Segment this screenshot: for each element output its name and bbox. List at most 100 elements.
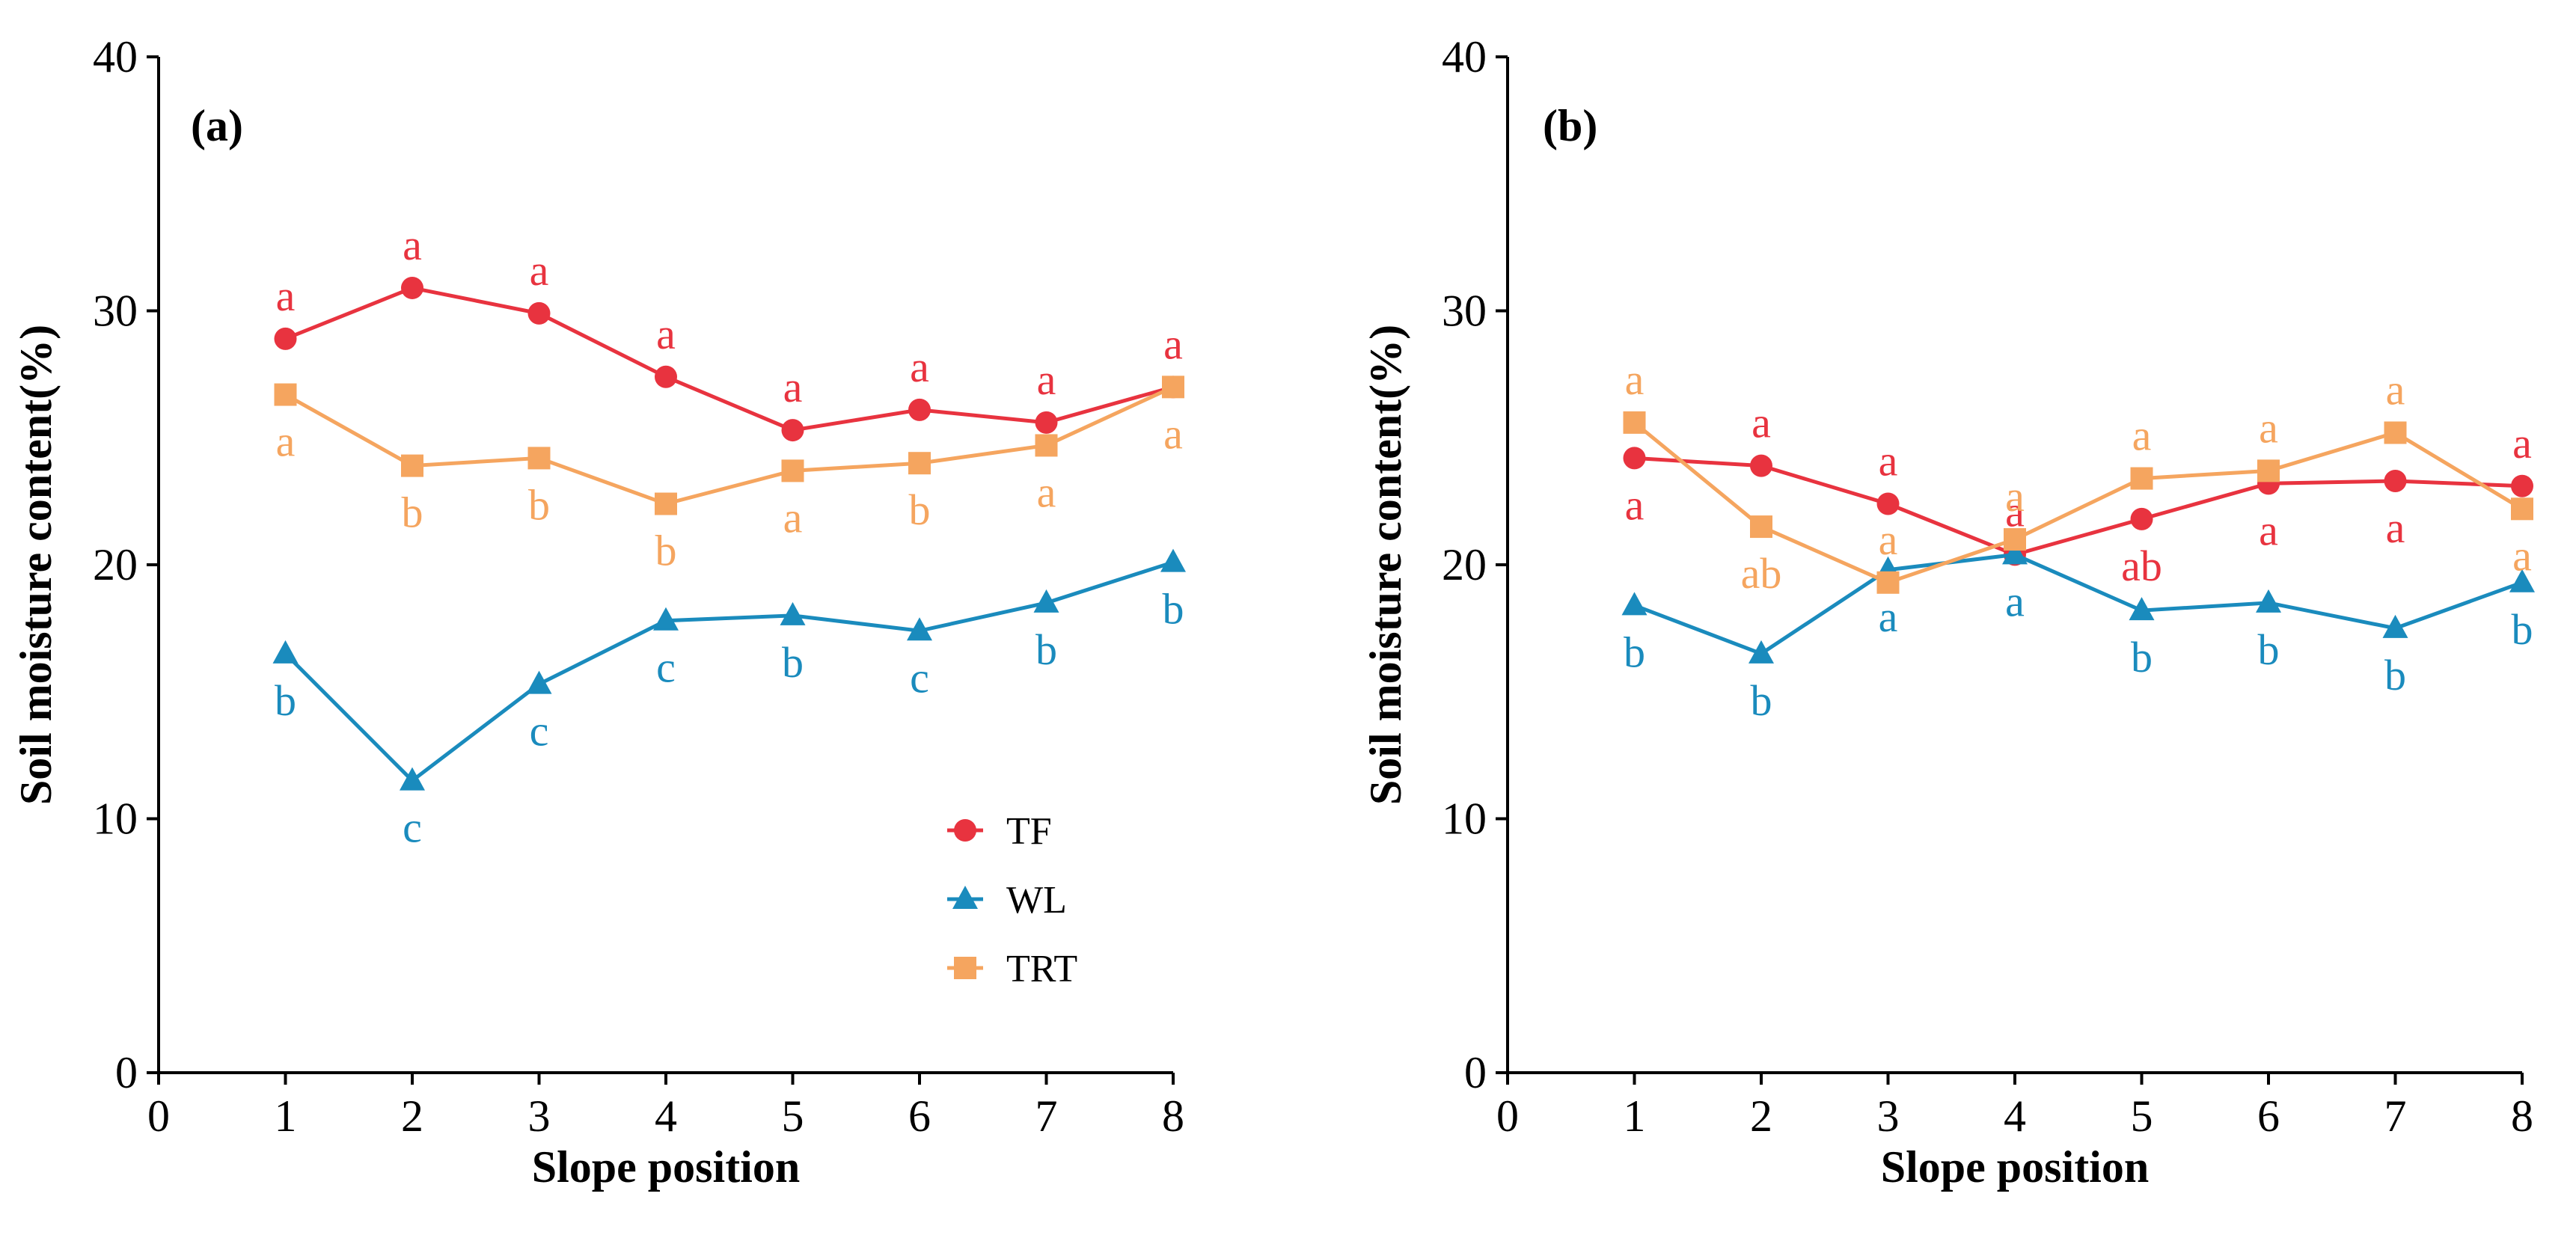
data-point-TRT — [2257, 459, 2280, 482]
data-point-WL — [1621, 592, 1648, 616]
significance-label-WL: b — [2384, 651, 2406, 699]
y-tick-label: 30 — [1442, 287, 1487, 336]
data-point-TRT — [401, 454, 423, 477]
significance-label-TRT: a — [2005, 472, 2025, 521]
series-line-TRT — [284, 385, 1175, 506]
data-point-TF — [401, 276, 423, 299]
data-point-TF — [908, 398, 931, 421]
data-point-TRT — [2130, 467, 2153, 490]
x-tick-label: 2 — [401, 1091, 423, 1141]
data-point-WL — [2256, 589, 2281, 613]
x-tick-label: 4 — [655, 1091, 677, 1141]
significance-label-WL: c — [530, 707, 549, 756]
data-point-TF — [2384, 469, 2407, 492]
significance-label-TRT: a — [1625, 355, 1645, 404]
significance-label-TRT: a — [2259, 403, 2278, 452]
data-point-TRT — [1623, 411, 1646, 434]
significance-label-WL: c — [403, 803, 422, 852]
significance-label-TRT: ab — [1741, 549, 1782, 598]
y-tick-label: 30 — [93, 287, 138, 336]
significance-label-TF: a — [1037, 355, 1056, 404]
legend-label-TRT: TRT — [1006, 948, 1077, 990]
data-point-TRT — [1162, 376, 1184, 399]
data-point-WL — [2509, 569, 2535, 592]
x-tick-label: 0 — [147, 1091, 170, 1141]
data-point-WL — [907, 617, 932, 641]
x-tick-label: 7 — [1035, 1091, 1058, 1141]
y-tick-label: 20 — [1442, 540, 1487, 589]
data-point-TRT — [908, 452, 931, 475]
x-tick-label: 3 — [1877, 1091, 1900, 1141]
significance-label-TF: ab — [2121, 542, 2162, 590]
x-axis-title: Slope position — [532, 1142, 800, 1192]
significance-label-TRT: a — [2132, 411, 2152, 460]
legend-label-WL: WL — [1006, 879, 1067, 922]
data-point-TRT — [781, 459, 804, 482]
data-point-WL — [2129, 597, 2155, 621]
series-line-TF — [1634, 456, 2523, 557]
significance-label-WL: b — [1751, 676, 1772, 725]
data-point-TF — [2511, 474, 2533, 497]
series-line-WL — [1633, 552, 2523, 656]
significance-label-WL: b — [2258, 625, 2280, 674]
data-point-TRT — [1876, 571, 1900, 594]
data-point-TF — [1623, 447, 1646, 470]
significance-label-TF: a — [1752, 399, 1771, 447]
data-point-WL — [1749, 640, 1774, 664]
data-point-TF — [781, 419, 804, 442]
data-point-WL — [1033, 589, 1059, 613]
data-point-TRT — [2384, 421, 2407, 444]
significance-label-WL: b — [1624, 628, 1645, 676]
significance-label-TF: a — [1163, 319, 1183, 368]
y-tick-label: 0 — [115, 1048, 138, 1097]
significance-label-TRT: a — [2386, 365, 2405, 414]
y-tick-label: 10 — [1442, 794, 1487, 844]
y-axis-title: Soil moisture content(%) — [1361, 325, 1410, 805]
significance-label-TF: a — [1879, 437, 1898, 485]
y-tick-label: 40 — [93, 32, 138, 82]
x-tick-label: 4 — [2004, 1091, 2026, 1141]
significance-label-WL: b — [1035, 625, 1057, 674]
y-tick-label: 20 — [93, 540, 138, 589]
data-point-TRT — [655, 492, 677, 515]
significance-label-TF: a — [783, 363, 803, 411]
significance-label-TF: a — [276, 272, 296, 320]
significance-label-WL: b — [2131, 633, 2153, 681]
panel-label: (a) — [191, 101, 243, 150]
data-point-TF — [1035, 411, 1058, 434]
data-point-WL — [1160, 548, 1186, 572]
panel-label: (b) — [1543, 101, 1597, 150]
significance-label-TF: a — [1625, 480, 1645, 529]
significance-label-WL: a — [2005, 577, 2025, 625]
data-point-TF — [655, 365, 677, 388]
significance-label-TRT: a — [783, 493, 803, 542]
x-tick-label: 8 — [2511, 1091, 2533, 1141]
significance-label-TRT: b — [909, 485, 931, 534]
significance-label-TRT: b — [655, 527, 677, 575]
x-tick-label: 1 — [1624, 1091, 1646, 1141]
significance-label-TF: a — [656, 310, 676, 358]
series-line-TF — [284, 286, 1174, 432]
data-point-TRT — [2511, 497, 2533, 521]
legend-marker-TRT — [954, 957, 976, 979]
x-tick-label: 5 — [2131, 1091, 2153, 1141]
significance-label-TRT: a — [1879, 515, 1898, 564]
significance-label-TF: a — [2259, 506, 2278, 554]
x-tick-label: 8 — [1162, 1091, 1184, 1141]
data-point-TRT — [1035, 434, 1058, 457]
significance-label-TRT: b — [528, 480, 550, 529]
data-point-TRT — [274, 383, 297, 406]
significance-label-WL: a — [1879, 592, 1898, 641]
panel-a: 0 1 2 3 4 5 6 7 8 0 10 20 30 40 Slope position Soil moi… — [11, 32, 1186, 1192]
significance-label-TRT: b — [402, 488, 423, 537]
significance-label-TF: a — [2005, 487, 2025, 536]
significance-label-TF: a — [910, 343, 929, 391]
y-tick-label: 10 — [93, 794, 138, 844]
x-tick-label: 3 — [528, 1091, 551, 1141]
legend-marker-TF — [954, 819, 976, 842]
legend-marker-WL — [952, 886, 978, 909]
x-tick-label: 5 — [782, 1091, 804, 1141]
significance-label-WL: b — [782, 638, 804, 687]
significance-label-WL: b — [275, 676, 296, 725]
